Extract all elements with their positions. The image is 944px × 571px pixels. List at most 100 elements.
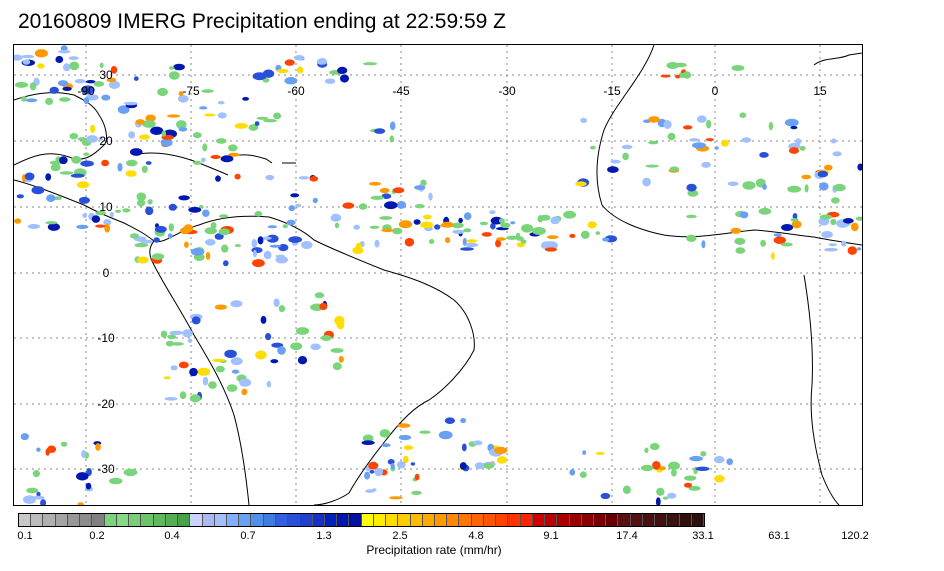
precip-cell [610,159,621,164]
precip-cell [336,320,345,330]
precip-cell [489,210,496,215]
precip-cell [34,49,48,58]
precip-cell [735,247,746,254]
precip-cell [330,348,344,353]
precip-cell [768,121,774,131]
precip-cell [438,430,453,440]
precip-cell [31,186,45,195]
precip-cell [824,164,833,171]
precip-cell [819,214,833,220]
precip-cell [40,499,47,505]
latitude-label: -30 [97,462,115,476]
precip-cell [365,489,375,493]
precip-cell [662,496,669,500]
precip-cell [389,135,395,143]
precip-cell [828,243,837,247]
precip-cell [71,155,82,164]
precip-cell [857,163,862,171]
precip-cell [167,114,181,118]
precip-cell [332,362,342,371]
precip-cell [369,225,380,229]
precip-cell [161,130,167,137]
precip-cell [463,212,472,221]
precip-cell [93,81,105,87]
precip-cell [163,376,171,380]
precip-cell [481,232,492,237]
precip-cell [182,329,193,338]
precip-cell [83,152,90,156]
colorbar-cell [569,514,582,526]
precip-cell [460,247,474,251]
precip-cell [499,218,505,224]
precip-cell [667,492,677,499]
precip-cell [99,62,104,68]
precip-cell [414,204,425,209]
precip-cell [230,357,243,366]
precip-cell [135,119,145,125]
colorbar-cell [373,514,387,526]
precip-cell [104,223,111,233]
precip-cell [293,55,305,61]
colorbar-cell [300,514,313,526]
precip-cell [390,462,395,470]
precip-cell [582,450,587,455]
precip-cell [506,235,519,240]
europe-coast [813,52,862,66]
precip-cell [80,160,94,167]
precip-cell [379,429,391,438]
precip-cell [147,199,153,205]
precip-cell [490,216,503,225]
gulf-coast [14,92,107,166]
precip-cell [219,214,229,218]
precip-cell [824,247,838,252]
map-canvas: -90 -75 -60 -45 -30 -15 0 15 30 20 10 0 -10 -20 -30 [14,45,862,505]
colorbar-title: Precipitation rate (mm/hr) [366,543,502,557]
precip-cell [791,220,802,229]
precip-cell [496,237,507,241]
precip-cell [161,141,173,147]
precip-cell [126,159,138,167]
precip-cell [200,157,206,163]
colorbar-cell [410,514,423,526]
precip-cell [201,89,214,93]
precip-cell [117,162,123,172]
precip-cell [595,451,605,455]
precip-cell [310,343,321,351]
precip-cell [403,455,409,464]
colorbar-cell [312,514,325,526]
precip-cell [14,218,22,224]
precip-cell [727,181,739,187]
precip-cell [575,181,587,187]
colorbar-cell [422,514,435,526]
precip-cell [252,249,257,258]
precip-cell [669,166,680,172]
colorbar-cell [349,514,362,526]
colorbar-cell [606,514,619,526]
precip-cell [157,87,169,97]
precip-cell [90,124,96,134]
precip-cell [831,197,840,204]
precip-cell [847,246,857,255]
precip-cell [600,492,611,500]
precip-cell [819,182,829,191]
precip-cell [27,224,40,229]
precip-cell [109,477,123,485]
colorbar-cell [104,514,117,526]
precip-cell [790,125,798,130]
precip-cell [133,76,139,81]
precip-cell [277,346,286,355]
precip-cell [337,66,348,74]
colorbar-cell [447,514,460,526]
precip-cell [671,468,677,477]
precip-cell [739,211,749,219]
precip-cell [644,447,649,454]
precip-cell [78,196,90,204]
precip-cell [45,448,50,456]
precip-cell [169,330,183,335]
precip-cell [109,211,114,218]
precip-cell [546,235,559,240]
precip-cell [622,152,629,161]
precip-cell [423,214,432,220]
precip-cell [77,502,84,505]
precip-cell [278,244,289,252]
